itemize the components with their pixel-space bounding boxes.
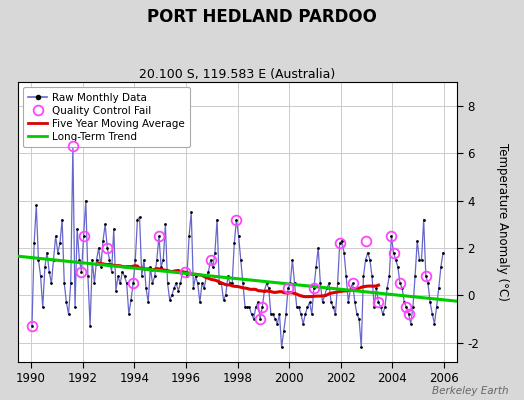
Text: Berkeley Earth: Berkeley Earth — [432, 386, 508, 396]
Text: PORT HEDLAND PARDOO: PORT HEDLAND PARDOO — [147, 8, 377, 26]
Y-axis label: Temperature Anomaly (°C): Temperature Anomaly (°C) — [496, 143, 509, 301]
Legend: Raw Monthly Data, Quality Control Fail, Five Year Moving Average, Long-Term Tren: Raw Monthly Data, Quality Control Fail, … — [23, 87, 190, 147]
Title: 20.100 S, 119.583 E (Australia): 20.100 S, 119.583 E (Australia) — [139, 68, 336, 81]
